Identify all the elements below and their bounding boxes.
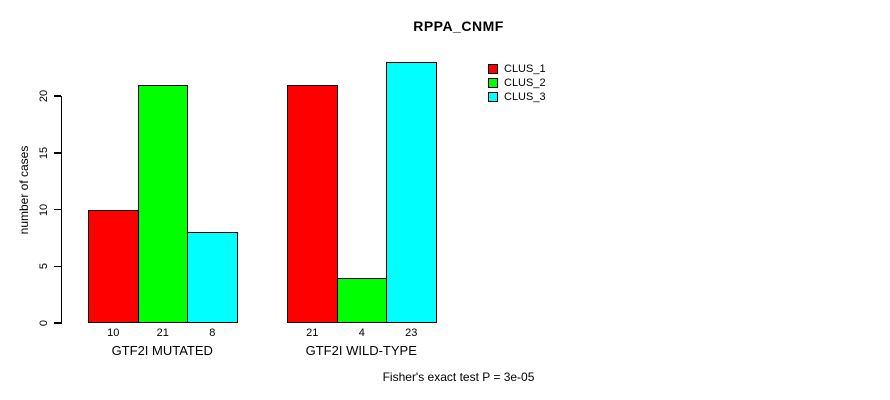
chart-title: RPPA_CNMF [413, 18, 504, 34]
bar-value-label: 23 [405, 327, 418, 339]
legend-swatch-icon [488, 92, 498, 102]
legend-label: CLUS_1 [504, 63, 546, 75]
legend-label: CLUS_3 [504, 91, 546, 103]
y-tick-mark [53, 265, 61, 267]
bar-value-label: 21 [306, 327, 319, 339]
legend-swatch-icon [488, 78, 498, 88]
x-category-label: GTF2I WILD-TYPE [305, 343, 417, 358]
y-tick-mark [53, 152, 61, 154]
bar-clus_3-2 [386, 61, 437, 323]
bar-clus_1-2 [287, 84, 338, 323]
legend-swatch-icon [488, 64, 498, 74]
bar-clus_3-1 [187, 232, 238, 323]
footnote: Fisher's exact test P = 3e-05 [382, 370, 535, 384]
y-tick-label: 5 [38, 263, 50, 270]
bar-value-label: 21 [156, 327, 169, 339]
bar-value-label: 8 [209, 327, 216, 339]
y-axis-line [60, 96, 62, 324]
y-axis-label: number of cases [17, 145, 31, 235]
y-tick-label: 20 [38, 89, 50, 103]
legend: CLUS_1 CLUS_2 CLUS_3 [488, 62, 546, 104]
legend-label: CLUS_2 [504, 77, 546, 89]
x-category-label: GTF2I MUTATED [111, 343, 213, 358]
legend-item-clus_1: CLUS_1 [488, 62, 546, 76]
y-tick-label: 15 [38, 146, 50, 159]
y-tick-mark [53, 95, 61, 97]
legend-item-clus_2: CLUS_2 [488, 76, 546, 90]
bar-clus_1-1 [88, 209, 139, 323]
bar-value-label: 10 [107, 327, 120, 339]
y-tick-label: 10 [38, 203, 50, 216]
bar-clus_2-1 [137, 84, 188, 323]
y-tick-mark [53, 322, 61, 324]
legend-item-clus_3: CLUS_3 [488, 90, 546, 104]
bar-clus_2-2 [336, 277, 387, 323]
y-tick-mark [53, 208, 61, 211]
bar-value-label: 4 [358, 327, 365, 339]
y-tick-label: 0 [38, 319, 50, 327]
